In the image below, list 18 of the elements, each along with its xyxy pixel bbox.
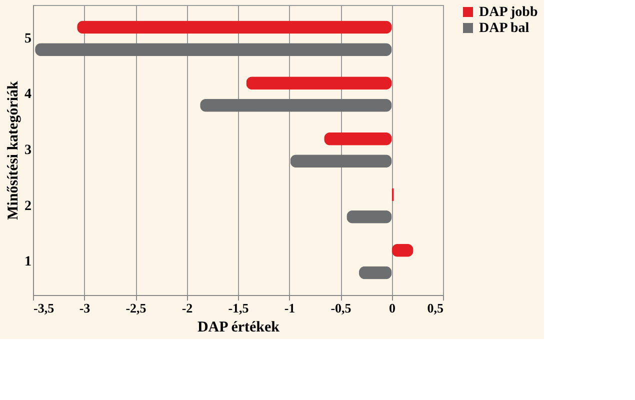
y-tick-label: 3 (24, 143, 32, 158)
legend-label: DAP bal (479, 21, 530, 36)
y-tick-label: 5 (24, 31, 32, 46)
x-tick-label: -1,5 (228, 300, 250, 316)
x-tick-label: -3 (79, 300, 91, 316)
x-tick-label: 0,5 (427, 300, 444, 316)
x-axis-title: DAP értékek (197, 320, 280, 336)
y-tick-label: 4 (24, 87, 32, 102)
legend-label: DAP jobb (479, 5, 538, 20)
x-tick-label: 0 (389, 300, 396, 316)
x-tick-label: -2,5 (126, 300, 147, 316)
x-tick-label: -3,5 (34, 300, 55, 316)
x-tick-label: -2 (182, 300, 193, 316)
x-tick-label: -1 (284, 300, 296, 316)
x-tick-label: -0,5 (330, 300, 352, 316)
y-axis-title: Minősítési kategóriák (6, 80, 22, 220)
y-tick-label: 2 (24, 198, 32, 214)
y-tick-label: 1 (24, 254, 32, 270)
